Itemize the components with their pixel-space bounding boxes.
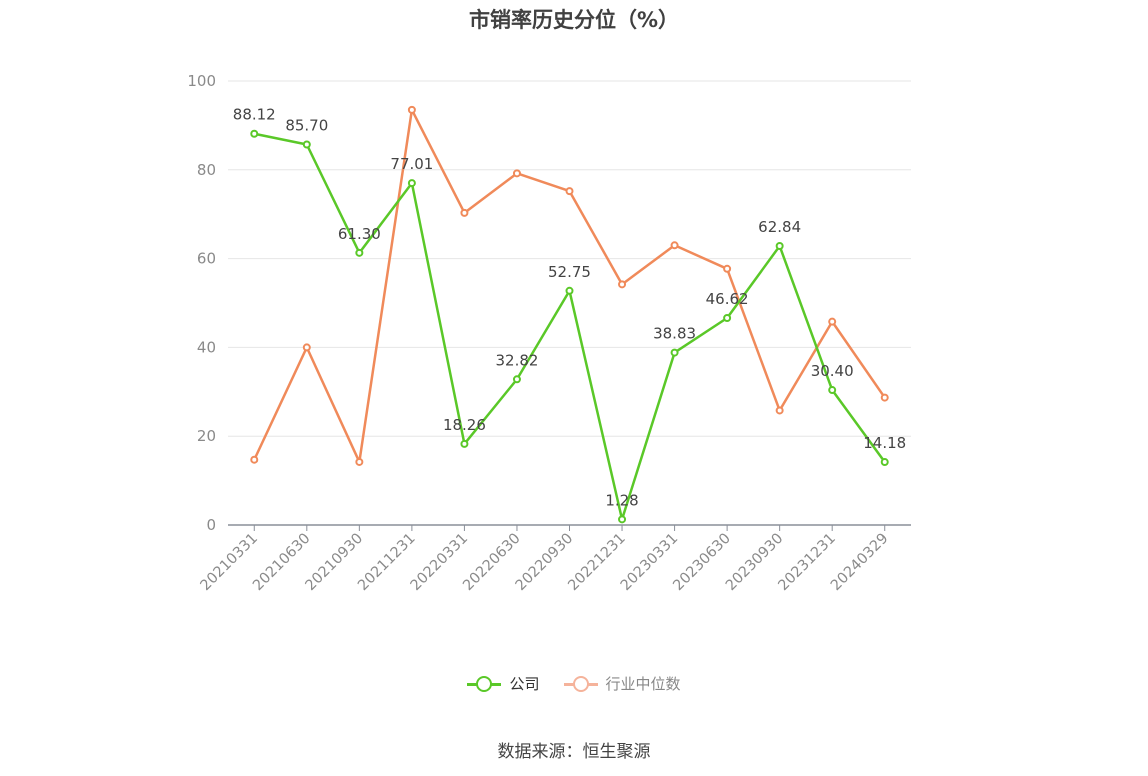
legend-item-company[interactable]: 公司 (467, 673, 540, 694)
x-axis: 2021033120210630202109302021123120220331… (198, 524, 911, 595)
data-label: 77.01 (390, 155, 433, 173)
data-point (302, 343, 311, 352)
data-point (828, 317, 837, 326)
data-point (355, 248, 364, 257)
y-tick-label: 100 (187, 72, 216, 90)
legend-industry-marker-icon (563, 674, 598, 694)
data-label: 38.83 (653, 325, 696, 343)
y-tick-label: 60 (197, 250, 216, 268)
data-point (565, 286, 574, 295)
chart-plot: 0 20 40 60 80 100 202103312021063020210930202… (187, 72, 911, 595)
data-point (775, 241, 784, 250)
data-label: 18.26 (443, 416, 486, 434)
data-point (407, 179, 416, 188)
legend-company-marker-icon (467, 674, 502, 694)
series-lines (250, 105, 889, 524)
data-label: 32.82 (495, 351, 538, 369)
data-point (828, 386, 837, 395)
data-point (618, 280, 627, 289)
data-label: 52.75 (548, 263, 591, 281)
data-point (460, 439, 469, 448)
y-tick-label: 40 (197, 338, 216, 356)
x-tick-label: 20240329 (828, 531, 892, 595)
y-tick-label: 80 (197, 161, 216, 179)
data-point (880, 393, 889, 402)
data-point (670, 348, 679, 357)
data-label: 61.30 (338, 225, 381, 243)
data-label: 14.18 (863, 434, 906, 452)
data-point (355, 457, 364, 466)
data-point (723, 314, 732, 323)
chart-title: 市销率历史分位（%） (468, 8, 680, 32)
data-label: 1.28 (605, 491, 638, 509)
data-point (565, 187, 574, 196)
data-point (407, 105, 416, 114)
data-label: 46.62 (706, 290, 749, 308)
data-labels: 88.12 85.70 61.30 77.01 18.26 32.82 52.75 1.28 3… (233, 106, 906, 510)
data-point (670, 241, 679, 250)
gridlines: 0 20 40 60 80 100 (187, 72, 911, 534)
legend: 公司 行业中位数 (0, 673, 1148, 694)
data-point (512, 375, 521, 384)
source-note: 数据来源：恒生聚源 (497, 742, 651, 762)
data-label: 88.12 (233, 106, 276, 124)
data-point (250, 129, 259, 138)
data-point (250, 455, 259, 464)
data-label: 30.40 (811, 362, 854, 380)
y-tick-label: 20 (197, 427, 216, 445)
data-point (880, 458, 889, 467)
y-tick-label: 0 (206, 516, 216, 534)
data-point (512, 169, 521, 178)
data-point (302, 140, 311, 149)
data-point (460, 208, 469, 217)
legend-item-industry[interactable]: 行业中位数 (563, 673, 681, 694)
data-point (775, 406, 784, 415)
series-line (253, 108, 886, 464)
data-point (618, 515, 627, 524)
data-point (723, 264, 732, 273)
legend-industry-label: 行业中位数 (605, 675, 681, 693)
legend-company-label: 公司 (509, 675, 540, 693)
data-label: 62.84 (758, 218, 801, 236)
data-label: 85.70 (285, 116, 328, 134)
